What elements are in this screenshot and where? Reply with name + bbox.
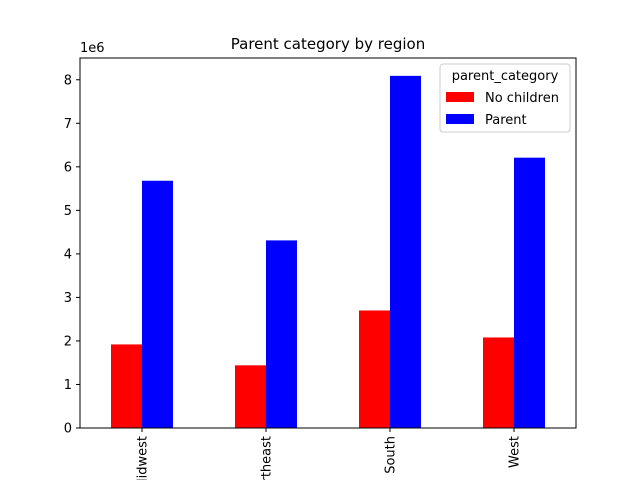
legend-label-parent: Parent (485, 113, 527, 128)
legend-swatch-parent (446, 114, 474, 124)
plot-frame (79, 57, 577, 429)
bar-parent-midwest (142, 180, 173, 428)
y-tick-label: 2 (64, 334, 72, 349)
y-tick-label: 8 (64, 73, 72, 88)
y-tick-label: 3 (64, 291, 72, 306)
x-axis: Midwest Northeast South West (136, 428, 523, 480)
y-offset-label: 1e6 (80, 41, 105, 56)
bar-no-children-west (483, 337, 514, 428)
y-tick-label: 4 (64, 247, 72, 262)
x-tick-label-midwest: Midwest (136, 436, 151, 480)
x-tick-label-south: South (384, 436, 399, 474)
y-tick-label: 1 (64, 378, 72, 393)
y-tick-label: 6 (64, 160, 72, 175)
y-tick-label: 7 (64, 117, 72, 132)
bar-parent-northeast (266, 240, 297, 428)
y-axis: 0 1 2 3 4 5 6 7 8 (64, 73, 80, 437)
legend-label-no-children: No children (485, 91, 559, 106)
chart-title: Parent category by region (231, 35, 425, 53)
y-tick-label: 0 (64, 422, 72, 437)
bar-no-children-south (359, 310, 390, 428)
bar-parent-west (514, 157, 545, 428)
bar-parent-south (390, 75, 421, 428)
bars-group (111, 75, 545, 428)
legend-title: parent_category (452, 69, 559, 84)
bar-no-children-northeast (235, 365, 266, 428)
x-tick-label-west: West (508, 436, 523, 468)
legend-swatch-no-children (446, 92, 474, 102)
x-tick-label-northeast: Northeast (260, 436, 275, 480)
y-tick-label: 5 (64, 204, 72, 219)
bar-no-children-midwest (111, 344, 142, 428)
legend: parent_category No children Parent (439, 63, 571, 133)
